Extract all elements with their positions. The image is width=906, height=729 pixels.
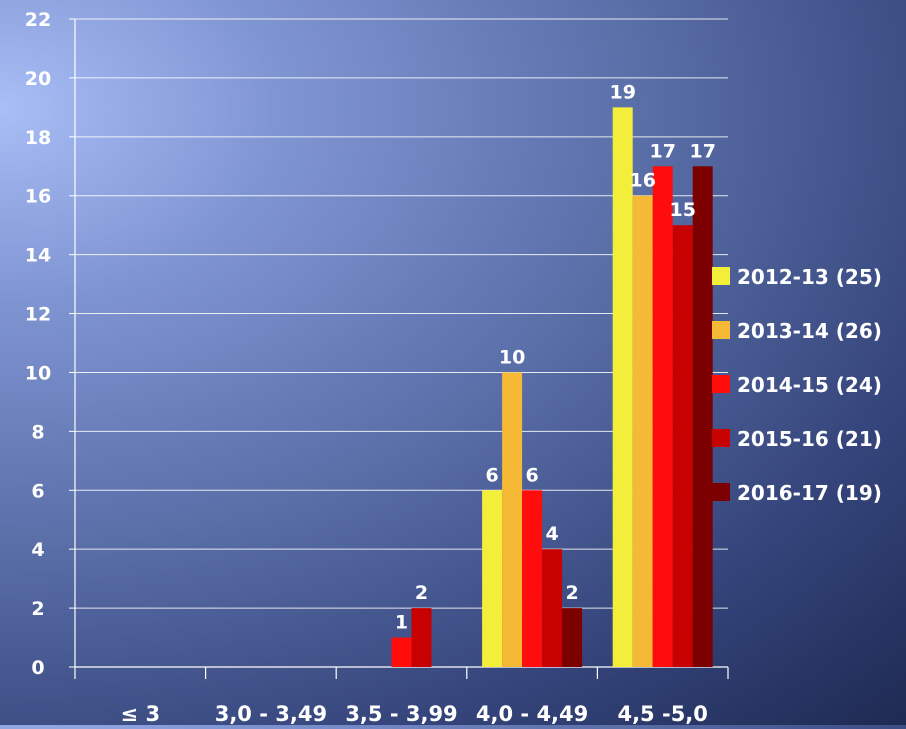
y-tick-label: 4	[31, 539, 44, 561]
data-label: 2	[415, 582, 428, 604]
y-tick-label: 16	[25, 186, 51, 208]
y-tick-label: 8	[31, 421, 44, 443]
y-tick-label: 10	[25, 362, 51, 384]
data-label: 19	[609, 81, 635, 103]
data-label: 1	[395, 612, 408, 634]
legend-swatch	[712, 429, 730, 447]
x-tick-label: 3,0 - 3,49	[215, 702, 327, 725]
bar	[672, 225, 693, 667]
legend-label: 2012-13 (25)	[737, 265, 882, 289]
y-tick-label: 22	[25, 9, 51, 31]
bar	[542, 549, 563, 667]
x-tick-label: ≤ 3	[121, 702, 161, 725]
data-label: 17	[689, 140, 715, 162]
y-tick-label: 14	[25, 245, 51, 267]
bar	[612, 107, 633, 667]
legend-swatch	[712, 267, 730, 285]
y-tick-label: 20	[25, 68, 51, 90]
data-label: 4	[545, 523, 558, 545]
data-label: 10	[499, 346, 525, 368]
legend-swatch	[712, 375, 730, 393]
y-tick-label: 6	[31, 480, 44, 502]
data-label: 17	[649, 140, 675, 162]
gridlines	[75, 18, 728, 609]
bar	[632, 195, 653, 667]
data-label: 16	[629, 170, 655, 192]
legend: 2012-13 (25) 2013-14 (26) 2014-15 (24) 2015…	[712, 265, 882, 505]
y-tick-label: 18	[25, 127, 51, 149]
bar	[692, 166, 713, 668]
x-tick-label: 3,5 - 3,99	[345, 702, 457, 725]
bar	[411, 608, 432, 667]
bars	[391, 107, 713, 668]
bar	[391, 637, 412, 667]
legend-swatch	[712, 321, 730, 339]
bar	[562, 608, 583, 667]
legend-label: 2015-16 (21)	[737, 427, 882, 451]
y-tick-label: 0	[31, 657, 44, 679]
bar	[652, 166, 673, 668]
bar	[522, 490, 543, 667]
legend-label: 2014-15 (24)	[737, 373, 882, 397]
data-label: 2	[565, 582, 578, 604]
bar	[482, 490, 503, 667]
data-label: 6	[485, 464, 498, 486]
y-tick-label: 12	[25, 304, 51, 326]
bar	[502, 372, 523, 667]
data-label: 6	[525, 464, 538, 486]
x-tick-label: 4,5 -5,0	[617, 702, 707, 725]
legend-swatch	[712, 483, 730, 501]
x-tick-label: 4,0 - 4,49	[476, 702, 588, 725]
legend-label: 2016-17 (19)	[737, 481, 882, 505]
legend-label: 2013-14 (26)	[737, 319, 882, 343]
data-label: 15	[669, 199, 695, 221]
y-tick-label: 2	[31, 598, 44, 620]
